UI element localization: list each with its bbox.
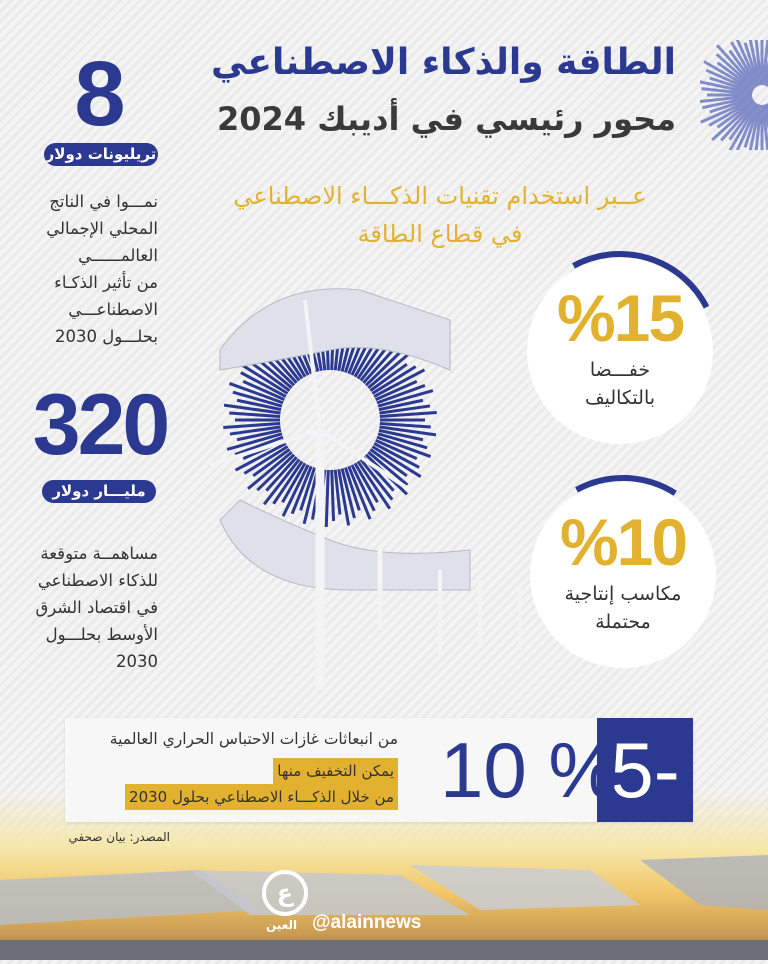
me-description: مساهمــة متوقعة للذكاء الاصطناعي في اقتص… bbox=[8, 540, 158, 675]
gdp-line: الاصطناعـــي bbox=[8, 296, 158, 323]
emissions-range-high: 10 % bbox=[440, 718, 590, 822]
emissions-line-1: من انبعاثات غازات الاحتباس الحراري العال… bbox=[110, 730, 398, 748]
gdp-unit-pill: تريليونات دولار bbox=[44, 143, 158, 166]
robot-hand-top bbox=[220, 289, 450, 370]
sunburst-ray bbox=[332, 470, 334, 521]
sunburst-ray bbox=[229, 413, 280, 417]
source-note: المصدر: بيان صحفي bbox=[68, 830, 170, 844]
gdp-line: العالمــــــي bbox=[8, 242, 158, 269]
me-line: في اقتصاد الشرق bbox=[8, 594, 158, 621]
gdp-description: نمـــوا في الناتج المحلي الإجمالي العالم… bbox=[8, 188, 158, 350]
gdp-line: بحلـــول 2030 bbox=[8, 323, 158, 350]
alain-logo-icon: ع bbox=[262, 870, 308, 916]
gdp-value: 8 bbox=[40, 48, 160, 140]
tagline-line-1: عــبر استخدام تقنيات الذكـــاء الاصطناعي bbox=[210, 182, 670, 210]
page-title: الطاقة والذكاء الاصطناعي bbox=[211, 42, 676, 83]
cost-arc bbox=[519, 250, 721, 452]
me-line: مساهمــة متوقعة bbox=[8, 540, 158, 567]
emissions-line-2: يمكن التخفيف منها bbox=[273, 758, 398, 784]
emissions-line-3: من خلال الذكـــاء الاصطناعي بحلول 2030 bbox=[125, 784, 398, 810]
productivity-circle: %10 مكاسب إنتاجية محتملة bbox=[530, 482, 716, 668]
logo-text: العين bbox=[266, 918, 297, 932]
gdp-line: المحلي الإجمالي bbox=[8, 215, 158, 242]
gdp-line: نمـــوا في الناتج bbox=[8, 188, 158, 215]
productivity-arc bbox=[522, 474, 724, 676]
page-subtitle: محور رئيسي في أديبك 2024 bbox=[217, 100, 676, 138]
me-line: 2030 bbox=[8, 648, 158, 675]
sunburst-ray bbox=[326, 470, 328, 527]
me-line: الأوسط بحلـــول bbox=[8, 621, 158, 648]
me-value: 320 bbox=[20, 382, 180, 468]
sunburst-ray bbox=[380, 423, 431, 427]
me-line: للذكاء الاصطناعي bbox=[8, 567, 158, 594]
sunburst-decoration-icon: /* static */ bbox=[700, 40, 768, 150]
robot-hands-turbines-illustration bbox=[180, 260, 540, 700]
me-unit-pill: مليـــار دولار bbox=[42, 480, 156, 503]
cost-reduction-circle: %15 خفـــضا بالتكاليف bbox=[527, 258, 713, 444]
tagline-line-2: في قطاع الطاقة bbox=[210, 220, 670, 248]
gdp-line: من تأثير الذكـاء bbox=[8, 269, 158, 296]
social-handle: @alainnews bbox=[312, 912, 421, 934]
